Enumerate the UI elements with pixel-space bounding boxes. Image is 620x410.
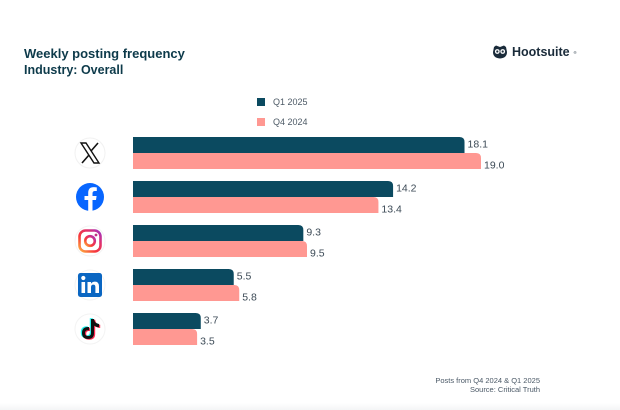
x-logo-icon xyxy=(74,137,106,169)
legend-item-q1-2025: Q1 2025 xyxy=(257,96,308,108)
data-label-facebook-q1-2025: 14.2 xyxy=(396,182,417,194)
data-label-linkedin-q1-2025: 5.5 xyxy=(237,270,252,282)
legend-swatch-q4-2024 xyxy=(257,118,265,126)
hootsuite-logo: Hootsuite ® xyxy=(492,45,577,59)
data-label-facebook-q4-2024: 13.4 xyxy=(381,203,402,215)
platform-icons xyxy=(74,137,106,345)
registered-mark: ® xyxy=(573,49,577,55)
chart-title: Weekly posting frequency xyxy=(24,46,185,61)
bar-instagram-q4-2024 xyxy=(133,241,307,257)
footnote: Posts from Q4 2024 & Q1 2025 Source: Cri… xyxy=(435,376,540,394)
bar-facebook-q4-2024 xyxy=(133,197,379,213)
legend-label-q1-2025: Q1 2025 xyxy=(273,97,308,107)
bar-facebook-q1-2025 xyxy=(133,181,394,197)
bar-x-q1-2025 xyxy=(133,137,465,153)
legend-label-q4-2024: Q4 2024 xyxy=(273,117,308,127)
footnote-period: Posts from Q4 2024 & Q1 2025 xyxy=(435,376,540,385)
data-label-x-q1-2025: 18.1 xyxy=(468,138,489,150)
data-label-linkedin-q4-2024: 5.8 xyxy=(242,291,257,303)
bar-instagram-q1-2025 xyxy=(133,225,304,241)
bars-group: 18.1 19.0 14.2 13.4 9.3 9.5 5.5 5.8 3.7 3.5 xyxy=(133,137,505,347)
data-label-x-q4-2024: 19.0 xyxy=(484,159,505,171)
legend-item-q4-2024: Q4 2024 xyxy=(257,116,308,128)
data-label-tiktok-q4-2024: 3.5 xyxy=(200,335,215,347)
linkedin-icon xyxy=(74,269,106,301)
data-label-instagram-q1-2025: 9.3 xyxy=(306,226,321,238)
tiktok-icon xyxy=(74,313,106,345)
owl-icon xyxy=(493,45,507,59)
bottom-shadow xyxy=(0,403,620,410)
legend: Q1 2025 Q4 2024 xyxy=(257,96,308,136)
chart-subtitle: Industry: Overall xyxy=(24,63,124,77)
data-label-tiktok-q1-2025: 3.7 xyxy=(204,314,219,326)
legend-swatch-q1-2025 xyxy=(257,98,265,106)
bar-linkedin-q1-2025 xyxy=(133,269,234,285)
bar-tiktok-q4-2024 xyxy=(133,329,198,345)
instagram-icon xyxy=(74,225,106,257)
brand-name: Hootsuite xyxy=(512,45,570,59)
bar-tiktok-q1-2025 xyxy=(133,313,201,329)
bar-linkedin-q4-2024 xyxy=(133,285,240,301)
footnote-source: Source: Critical Truth xyxy=(469,385,540,394)
facebook-icon xyxy=(76,183,104,211)
bar-x-q4-2024 xyxy=(133,153,481,169)
data-label-instagram-q4-2024: 9.5 xyxy=(310,247,325,259)
